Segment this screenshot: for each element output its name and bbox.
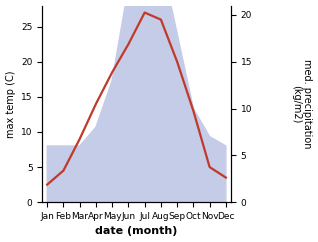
X-axis label: date (month): date (month) [95,227,178,236]
Y-axis label: med. precipitation
(kg/m2): med. precipitation (kg/m2) [291,59,313,149]
Y-axis label: max temp (C): max temp (C) [5,70,16,138]
